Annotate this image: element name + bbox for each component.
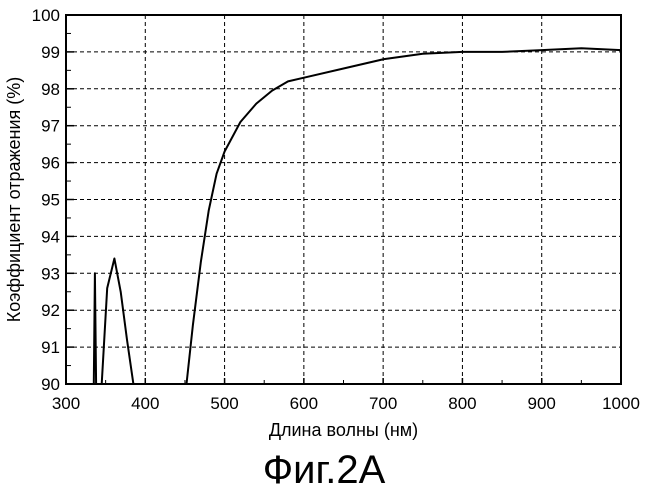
y-tick-label: 93 <box>41 264 60 283</box>
y-axis-ticks: 90 91 92 93 94 95 96 97 98 99 100 <box>32 6 74 394</box>
figure-caption: Фиг.2А <box>0 448 648 493</box>
x-tick-label: 400 <box>131 394 159 413</box>
y-tick-label: 90 <box>41 375 60 394</box>
x-tick-label: 500 <box>210 394 238 413</box>
x-tick-label: 900 <box>528 394 556 413</box>
y-tick-label: 96 <box>41 154 60 173</box>
x-tick-label: 300 <box>52 394 80 413</box>
y-tick-label: 99 <box>41 43 60 62</box>
y-tick-label: 95 <box>41 191 60 210</box>
y-tick-label: 92 <box>41 301 60 320</box>
series-line-segment <box>94 273 96 384</box>
series-line-segment <box>187 48 622 384</box>
x-tick-label: 700 <box>369 394 397 413</box>
y-axis-label: Коэффициент отражения (%) <box>4 77 24 323</box>
x-tick-label: 800 <box>448 394 476 413</box>
series-line-segment <box>102 259 134 385</box>
x-axis-label: Длина волны (нм) <box>269 420 418 440</box>
y-tick-label: 91 <box>41 338 60 357</box>
y-tick-label: 94 <box>41 227 60 246</box>
reflectance-chart: 300 400 500 600 700 800 900 1000 90 91 92 93 94 95 96… <box>0 0 648 448</box>
y-tick-label: 97 <box>41 117 60 136</box>
grid-lines <box>66 15 621 384</box>
x-tick-label: 600 <box>290 394 318 413</box>
y-tick-label: 100 <box>32 6 60 25</box>
x-tick-label: 1000 <box>602 394 640 413</box>
y-tick-label: 98 <box>41 80 60 99</box>
